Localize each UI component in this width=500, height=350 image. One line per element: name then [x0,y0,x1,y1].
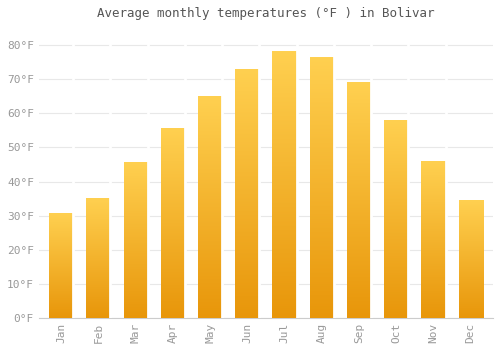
Title: Average monthly temperatures (°F ) in Bolivar: Average monthly temperatures (°F ) in Bo… [97,7,434,20]
